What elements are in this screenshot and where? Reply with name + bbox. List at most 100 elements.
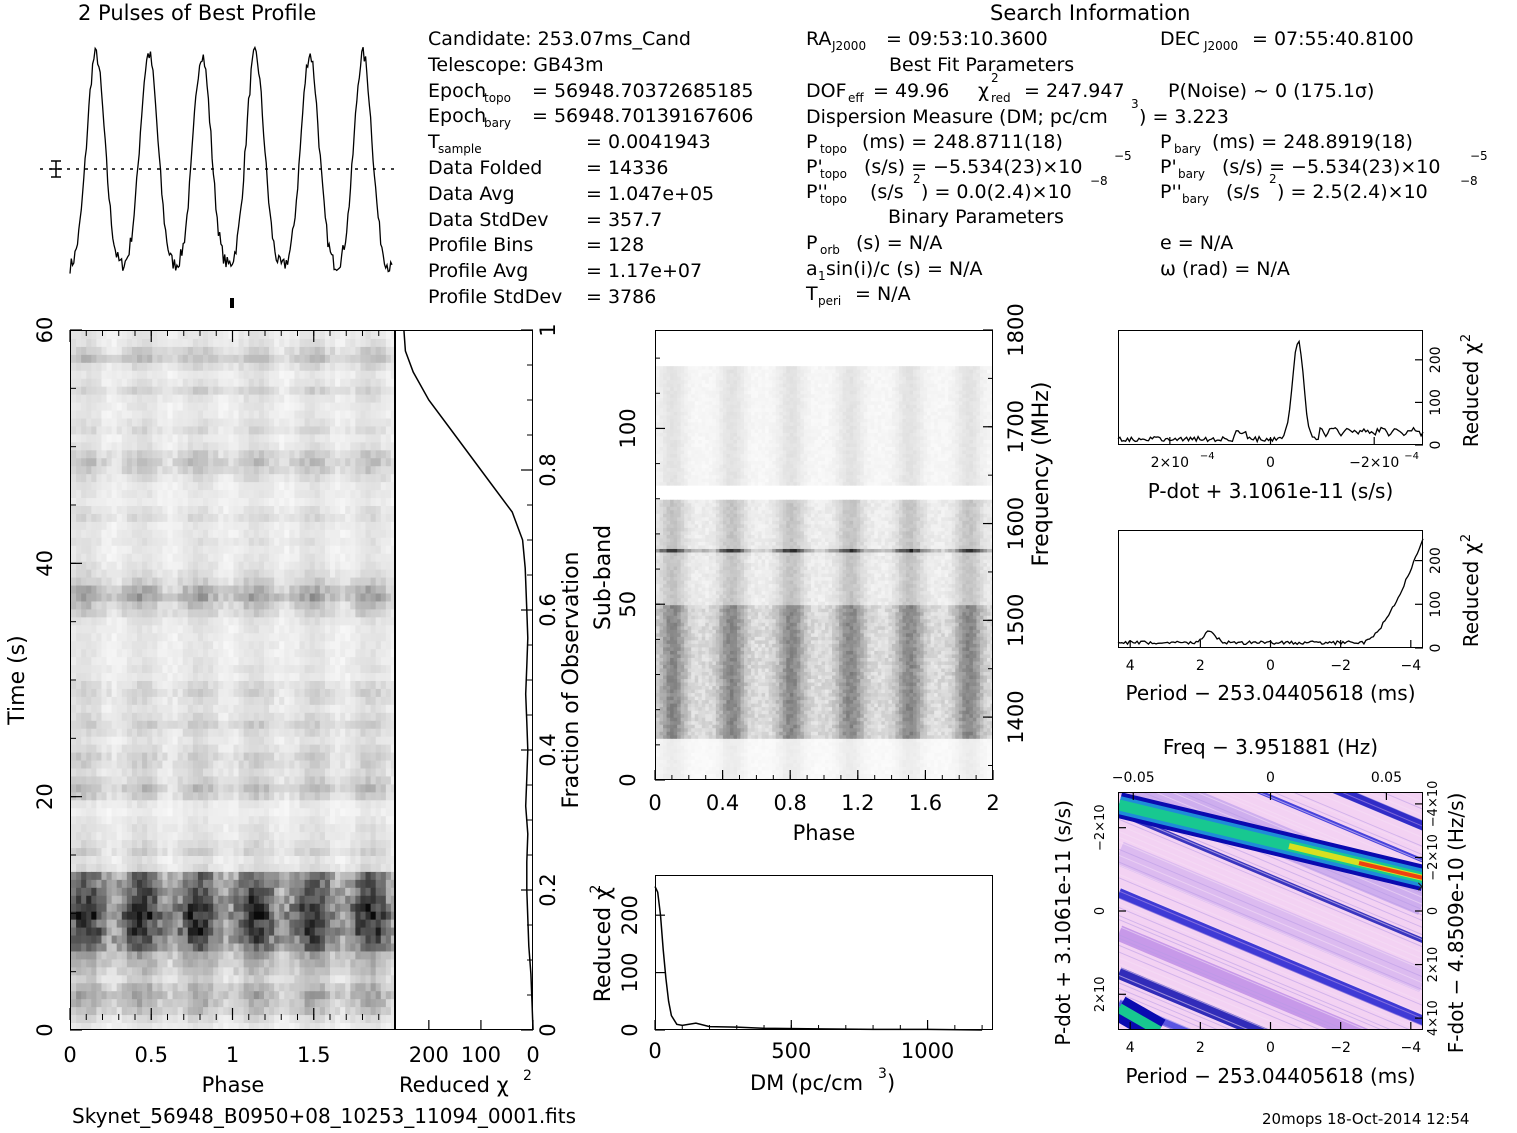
ptopo-label: P [806,131,818,153]
heat-cell [111,808,118,817]
heat-cell [243,458,250,467]
heat-cell [111,744,118,754]
heat-cell [284,768,290,778]
heat-cell [319,609,326,618]
heat-cell [137,426,143,435]
heat-cell [279,665,285,674]
heat-cell [86,848,92,857]
heat-cell [329,712,336,722]
heat-cell [121,601,128,610]
heat-cell [81,736,87,746]
heat-cell [350,553,356,563]
heat-cell [172,450,179,459]
heat-cell [172,871,179,881]
heat-cell [101,609,108,618]
heat-cell [248,895,255,905]
heat-cell [86,919,92,929]
pddbary-exp: −8 [1460,174,1478,188]
heat-cell [360,450,367,459]
heat-cell [324,513,331,523]
heat-cell [208,625,214,634]
heat-cell [76,474,82,483]
heat-cell [360,529,367,539]
heat-cell [350,506,356,515]
profile-line [69,45,393,274]
heat-cell [223,736,230,746]
heat-cell [147,856,153,865]
heat-cell [365,338,372,348]
heat-cell [319,879,326,889]
heat-cell [126,840,133,849]
heat-cell [253,768,260,778]
heat-cell [71,474,77,483]
heat-cell [375,338,382,348]
heat-cell [253,521,260,531]
heat-cell [223,927,230,937]
heat-cell [335,808,341,817]
heat-cell [142,848,148,857]
heat-cell [279,482,285,491]
heat-cell [137,856,143,865]
heat-cell [162,370,169,380]
heat-cell [192,696,199,706]
heat-cell [375,824,382,833]
heat-cell [233,354,240,364]
heat-cell [258,521,265,531]
heat-cell [279,593,285,603]
heat-cell [375,665,382,674]
heat-cell [111,394,118,404]
heat-cell [213,673,219,682]
heat-cell [228,553,235,563]
heat-cell [126,863,133,873]
heat-cell [111,856,118,865]
heat-cell [274,466,280,475]
heat-cell [142,458,148,467]
heat-cell [243,649,250,658]
heat-cell [213,824,219,833]
heat-cell [203,362,209,372]
heat-cell [203,776,209,785]
heat-cell [157,816,164,825]
heat-cell [248,760,255,770]
heat-cell [289,601,296,610]
heat-cell [304,911,311,921]
heat-cell [76,895,82,905]
heat-cell [172,585,179,595]
heat-cell [116,362,123,372]
heat-cell [279,458,285,467]
heat-cell [81,657,87,666]
heat-cell [106,601,113,610]
heat-cell [324,585,331,595]
heat-cell [233,871,240,881]
heat-cell [228,633,235,642]
heat-cell [299,609,306,618]
heat-cell [345,521,351,531]
heat-cell [385,482,392,491]
heat-cell [289,760,296,770]
heat-cell [319,848,326,857]
heat-cell [370,490,377,499]
heat-cell [228,704,235,714]
heat-cell [385,736,392,746]
heat-cell [182,529,189,539]
heat-cell [86,394,92,404]
heat-cell [137,887,143,897]
heat-cell [81,402,87,412]
heat-cell [137,466,143,475]
heat-cell [304,362,311,372]
heat-cell [71,633,77,642]
heat-cell [390,633,394,642]
heat-cell [370,418,377,428]
heat-cell [233,521,240,531]
heat-cell [91,887,97,897]
heat-cell [111,521,118,531]
heat-cell [299,585,306,595]
heat-cell [238,585,245,595]
heat-cell [335,641,341,650]
heat-cell [96,506,103,515]
heat-cell [177,768,184,778]
heat-cell [192,776,199,785]
heat-cell [380,561,387,571]
heat-cell [147,545,153,555]
heat-cell [289,800,296,809]
